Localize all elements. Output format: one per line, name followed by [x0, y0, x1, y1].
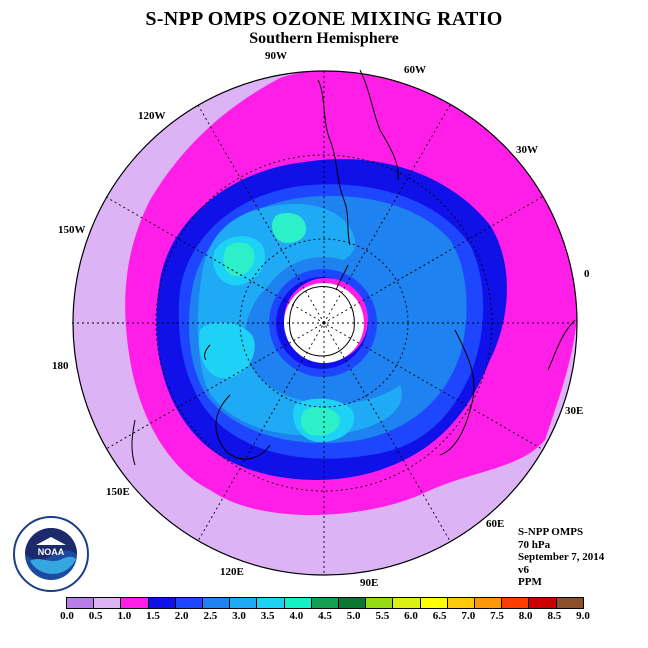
australia-coast: [204, 344, 271, 460]
colorbar-swatch: [311, 598, 340, 608]
colorbar-swatch: [284, 598, 312, 608]
colorbar-tick-label: 3.5: [260, 610, 275, 622]
colorbar-swatch: [366, 598, 394, 608]
map-title: S-NPP OMPS OZONE MIXING RATIO: [145, 8, 503, 30]
colorbar-tick-label: 1.0: [117, 610, 132, 622]
colorbar-swatch: [393, 598, 421, 608]
lon-label-90e: 90E: [360, 577, 379, 589]
colorbar-tick-label: 2.0: [174, 610, 189, 622]
colorbar-tick-label: 8.0: [518, 610, 533, 622]
ozone-contours: [73, 71, 577, 575]
lon-label-90w: 90W: [265, 50, 287, 62]
lon-label-120e: 120E: [220, 566, 244, 578]
colorbar-tick-label: 4.5: [318, 610, 332, 622]
antarctica-coast: [289, 286, 355, 357]
colorbar-swatch: [556, 598, 583, 608]
map-subtitle: Southern Hemisphere: [249, 30, 399, 47]
colorbar-swatch: [230, 598, 258, 608]
lon-label-30e: 30E: [565, 405, 584, 417]
colorbar-ticks: 0.0 0.5 1.0 1.5 2.0 2.5 3.0 3.5 4.0 4.5 5.0 5.5 6.0 6…: [0, 610, 648, 624]
south-america-coast: [317, 69, 399, 246]
colorbar-swatch: [475, 598, 503, 608]
lon-label-30w: 30W: [516, 144, 538, 156]
lon-label-180: 180: [52, 360, 69, 372]
colorbar-tick-label: 9.0: [576, 610, 590, 622]
colorbar: [66, 597, 584, 609]
colorbar-tick-label: 3.0: [232, 610, 246, 622]
colorbar-swatch: [94, 598, 122, 608]
colorbar-tick-label: 7.5: [490, 610, 504, 622]
colorbar-tick-label: 5.5: [375, 610, 390, 622]
colorbar-tick-label: 4.0: [289, 610, 304, 622]
product-info: S-NPP OMPS 70 hPa September 7, 2014 v6 P…: [518, 526, 604, 589]
lon-label-150e: 150E: [106, 486, 130, 498]
observation-date: September 7, 2014: [518, 551, 605, 563]
colorbar-tick-label: 6.5: [432, 610, 447, 622]
colorbar-swatch: [447, 598, 476, 608]
lon-label-60w: 60W: [404, 64, 426, 76]
contour-4-0-plus: [223, 242, 255, 276]
logo-text: NOAA: [38, 547, 65, 557]
lon-label-120w: 120W: [138, 110, 166, 122]
pressure-level: 70 hPa: [518, 538, 551, 551]
new-zealand-coast: [131, 419, 136, 466]
contour-4-0-plus: [271, 212, 307, 243]
colorbar-tick-label: 5.0: [346, 610, 361, 622]
product-version: v6: [518, 563, 529, 576]
instrument-name: S-NPP OMPS: [518, 526, 584, 538]
antarctic-peninsula-coast: [335, 264, 349, 291]
lon-label-60e: 60E: [486, 518, 505, 530]
colorbar-swatch: [148, 598, 176, 608]
colorbar-tick-label: 0.5: [88, 610, 103, 622]
lon-label-0: 0: [584, 268, 590, 280]
colorbar-swatch: [529, 598, 557, 608]
colorbar-swatch: [257, 598, 285, 608]
colorbar-swatch: [339, 598, 367, 608]
colorbar-swatch: [175, 598, 204, 608]
colorbar-tick-label: 8.5: [547, 610, 562, 622]
colorbar-swatch: [420, 598, 448, 608]
colorbar-tick-label: 0.0: [60, 610, 74, 622]
colorbar-swatch: [502, 598, 530, 608]
noaa-logo-icon: NOAA: [13, 516, 89, 592]
colorbar-swatch: [67, 598, 95, 608]
colorbar-tick-label: 1.5: [146, 610, 160, 622]
colorbar-tick-label: 6.0: [404, 610, 418, 622]
colorbar-swatch: [203, 598, 231, 608]
pole-marker: [322, 321, 326, 325]
colorbar-tick-label: 2.5: [203, 610, 218, 622]
lon-label-150w: 150W: [58, 224, 86, 236]
units-label: PPM: [518, 576, 542, 588]
africa-coast: [439, 319, 576, 456]
map-boundary: [72, 70, 578, 576]
colorbar-tick-label: 7.0: [461, 610, 476, 622]
contour-4-0-plus: [300, 407, 340, 436]
coastlines: [131, 69, 576, 466]
colorbar-swatch: [121, 598, 149, 608]
